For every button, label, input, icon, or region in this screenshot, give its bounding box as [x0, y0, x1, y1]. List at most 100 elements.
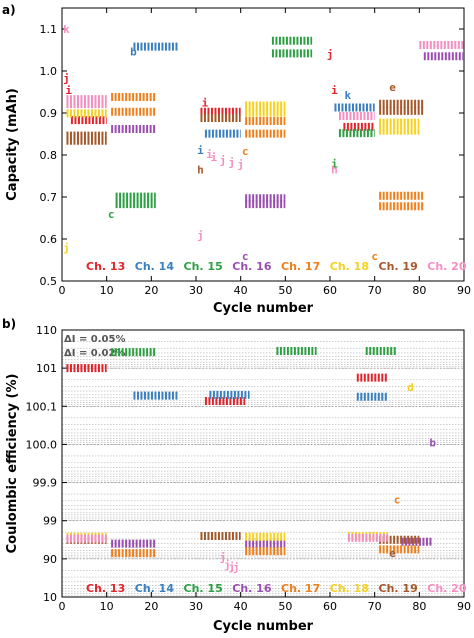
y-tick-label: 90 [43, 553, 57, 566]
data-point: i [65, 84, 72, 97]
data-point: i [331, 84, 338, 97]
y-tick-label: 0.7 [40, 191, 58, 204]
series-ch-16: c [111, 52, 464, 263]
y-tick-label: 0.5 [40, 275, 58, 288]
plot-frame [61, 329, 465, 598]
data-point: c [242, 145, 249, 158]
data-point: j [63, 72, 70, 85]
data-point: j [237, 158, 244, 171]
data-point: c [371, 250, 378, 263]
data-point: i [206, 148, 213, 161]
data-point: j [233, 561, 240, 574]
x-axis-label: Cycle number [213, 301, 314, 316]
x-tick-label: 50 [278, 600, 292, 613]
capacity-chart: a) 0 10 20 30 40 50 60 70 80 90 0.5 0.6 0.7 0.8 0.9 1.0 1… [2, 3, 471, 316]
legend-entry: Ch. 17 [281, 260, 320, 273]
x-tick-label: 60 [323, 600, 337, 613]
x-tick-label: 40 [234, 600, 248, 613]
data-point: j [197, 229, 204, 242]
legend-entry: Ch. 19 [379, 260, 418, 273]
x-tick-label: 30 [189, 600, 203, 613]
series-ch-14 [133, 390, 389, 401]
series-ch-17: cc [111, 93, 424, 263]
data-point: j [219, 154, 226, 167]
x-tick-label: 60 [323, 284, 337, 297]
plot-frame [61, 7, 465, 282]
data-point: c [242, 250, 249, 263]
series-ch-15: ci [108, 36, 375, 221]
x-tick-label: 40 [234, 284, 248, 297]
annotation-delta-i-002: ΔI = 0.02% [64, 348, 126, 359]
legend-entry: Ch. 19 [379, 582, 418, 595]
x-tick-label: 70 [368, 284, 382, 297]
series-ch-13 [66, 364, 389, 405]
series-ch-14: bik [130, 42, 375, 157]
x-tick-label: 70 [368, 600, 382, 613]
y-tick-label: 100.1 [26, 400, 58, 413]
legend-entry: Ch. 18 [330, 260, 369, 273]
data-point: h [331, 163, 338, 176]
legend-entry: Ch. 16 [232, 582, 272, 595]
series-ch-19: he [66, 81, 424, 177]
y-tick-label: 110 [36, 324, 57, 337]
data-point: j [63, 241, 70, 254]
data-point: i [197, 144, 204, 157]
y-tick-label: 99.9 [33, 477, 58, 490]
data-point: i [202, 97, 209, 110]
data-point: b [429, 437, 436, 450]
data-point: c [394, 494, 401, 507]
x-axis-label: Cycle number [213, 619, 314, 634]
x-tick-label: 20 [144, 600, 158, 613]
panel-label: a) [2, 3, 16, 17]
y-tick-label: 101 [36, 362, 57, 375]
x-tick-label: 80 [412, 600, 426, 613]
y-axis-label: Capacity (mAh) [5, 88, 20, 201]
x-tick-label: 30 [189, 284, 203, 297]
series-ch-15 [111, 346, 397, 357]
data-point: i [331, 157, 338, 170]
legend-entry: Ch. 20 [427, 260, 467, 273]
y-tick-label: 100.0 [26, 438, 58, 451]
y-tick-label: 0.6 [40, 233, 58, 246]
legend-entry: Ch. 17 [281, 582, 320, 595]
legend-entry: Ch. 20 [427, 582, 467, 595]
data-point: j [219, 551, 226, 564]
data-point: c [108, 208, 115, 221]
legend-entry: Ch. 14 [135, 582, 175, 595]
data-point: j [327, 48, 334, 61]
data-point: b [130, 45, 137, 58]
x-tick-label: 20 [144, 284, 158, 297]
x-tick-label: 50 [278, 284, 292, 297]
series-ch-16: b [111, 437, 436, 548]
data-point: d [407, 381, 414, 394]
legend-entry: Ch. 16 [232, 260, 272, 273]
data-point: i [211, 151, 218, 164]
data-point: e [389, 547, 396, 560]
x-tick-label: 10 [100, 600, 114, 613]
y-tick-label: 1.1 [40, 23, 58, 36]
data-point: h [197, 164, 204, 177]
x-tick-label: 90 [457, 284, 471, 297]
y-tick-label: 99 [43, 515, 57, 528]
y-tick-label: 1.0 [40, 65, 58, 78]
series-ch-17: c [111, 494, 420, 558]
legend-entry: Ch. 13 [86, 260, 125, 273]
y-tick-label: 10 [43, 591, 57, 604]
legend-entry: Ch. 15 [184, 260, 223, 273]
x-tick-label: 90 [457, 600, 471, 613]
data-point: k [345, 89, 352, 102]
data-point: j [228, 560, 235, 573]
y-axis-label: Coulombic efficiency (%) [5, 374, 20, 554]
y-tick-label: 0.9 [40, 107, 58, 120]
data-point: j [228, 156, 235, 169]
panel-label: b) [2, 317, 16, 331]
legend-entry: Ch. 13 [86, 582, 125, 595]
x-tick-label: 10 [100, 284, 114, 297]
data-point: k [63, 23, 70, 36]
data-point: e [389, 81, 396, 94]
